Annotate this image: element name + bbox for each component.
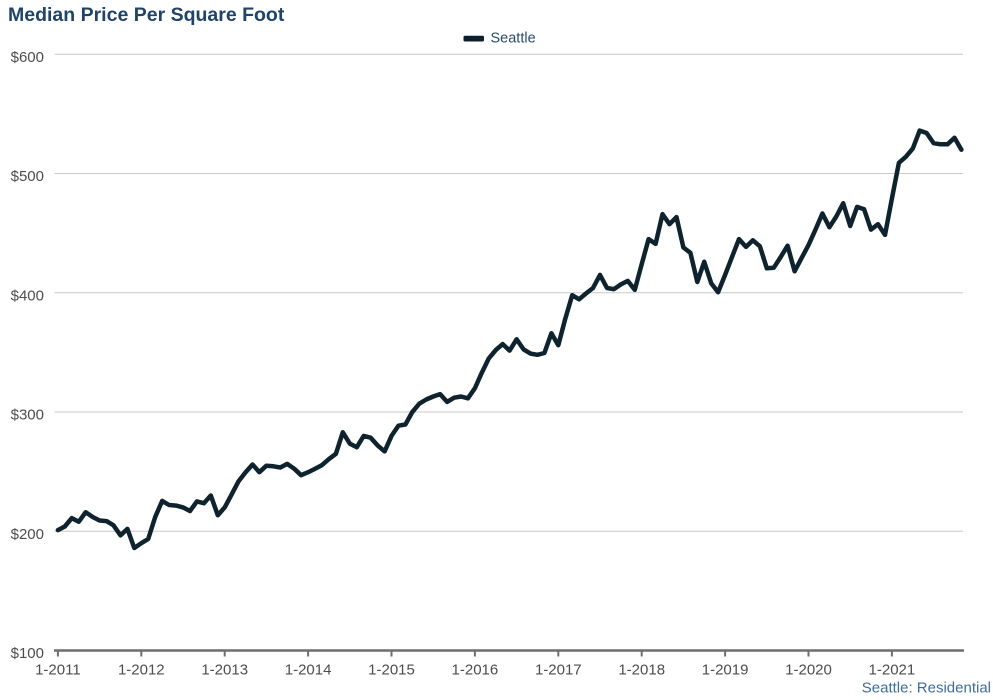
svg-text:$400: $400 [11, 288, 44, 305]
svg-text:Seattle: Seattle [491, 31, 536, 47]
svg-text:1-2017: 1-2017 [535, 662, 582, 679]
svg-text:$500: $500 [11, 168, 44, 185]
svg-text:1-2016: 1-2016 [452, 662, 499, 679]
svg-text:1-2018: 1-2018 [618, 662, 665, 679]
svg-text:$200: $200 [11, 526, 44, 543]
svg-text:1-2019: 1-2019 [702, 662, 749, 679]
svg-text:1-2015: 1-2015 [368, 662, 415, 679]
svg-text:$300: $300 [11, 407, 44, 424]
svg-text:1-2014: 1-2014 [285, 662, 332, 679]
svg-text:Seattle: Residential: Seattle: Residential [862, 680, 991, 697]
svg-text:1-2021: 1-2021 [869, 662, 916, 679]
svg-text:$100: $100 [11, 645, 44, 662]
svg-text:Median Price Per Square Foot: Median Price Per Square Foot [8, 4, 285, 26]
svg-text:1-2012: 1-2012 [118, 662, 165, 679]
svg-text:1-2020: 1-2020 [785, 662, 832, 679]
svg-text:1-2011: 1-2011 [35, 662, 81, 679]
svg-text:1-2013: 1-2013 [201, 662, 248, 679]
svg-text:$600: $600 [11, 49, 44, 66]
